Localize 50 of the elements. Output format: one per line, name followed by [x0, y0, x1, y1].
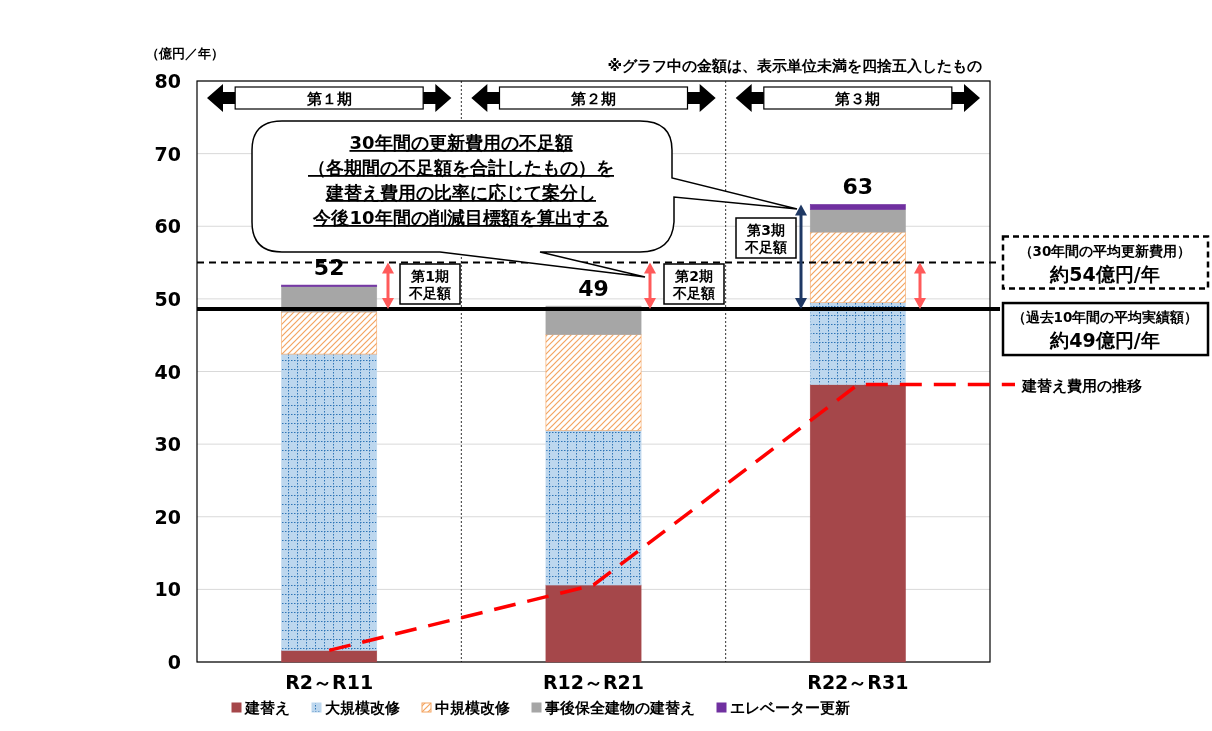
text: 約49億円/年	[1049, 329, 1160, 352]
annotation: 30年間の更新費用の不足額	[349, 132, 573, 153]
bar	[281, 311, 378, 355]
bar	[281, 353, 378, 651]
y-tick-label: 50	[154, 287, 181, 310]
total-label: 52	[313, 255, 345, 281]
y-tick-label: 0	[167, 651, 181, 673]
bar	[809, 384, 906, 663]
y-tick-label: 60	[154, 215, 181, 238]
bar	[809, 231, 906, 303]
annotation: 不足額	[744, 239, 787, 255]
bar	[281, 650, 378, 663]
annotation: 建替え費用の比率に応じて案分し	[324, 182, 596, 203]
legend-label: 事後保全建物の建替え	[544, 699, 695, 717]
annotation: 第１期	[305, 90, 352, 108]
legend-label: エレベーター更新	[730, 699, 850, 717]
annotation: 第2期	[674, 268, 713, 284]
annotation: （各期間の不足額を合計したもの）を	[308, 157, 614, 178]
legend-label: 建替え	[244, 699, 290, 717]
x-tick-label: R12～R21	[542, 671, 645, 693]
annotation: 第２期	[570, 90, 616, 108]
bar	[809, 302, 906, 385]
series-label: 建替え費用の推移	[1021, 376, 1142, 395]
y-tick-label: 10	[154, 578, 181, 601]
total-label: 49	[578, 276, 609, 302]
bar	[545, 334, 642, 431]
x-tick-label: R22～R31	[807, 671, 909, 693]
annotation: 不足額	[672, 285, 715, 301]
text: 約54億円/年	[1049, 262, 1160, 285]
ref-line-label: （30年間の平均更新費用）	[1018, 242, 1192, 259]
x-tick-label: R2～R11	[285, 671, 374, 693]
annotation: 今後10年間の削減目標額を算出する	[312, 207, 609, 228]
legend-label: 中規模改修	[435, 699, 511, 717]
annotation: 第3期	[746, 222, 785, 238]
y-tick-label: 30	[154, 433, 181, 456]
y-tick-label: 40	[154, 360, 181, 383]
ref-line-label: （過去10年間の平均実績額）	[1011, 309, 1199, 326]
y-tick-label: 80	[154, 70, 181, 92]
total-label: 63	[842, 174, 874, 200]
bar	[545, 584, 642, 663]
annotation: 第３期	[834, 90, 881, 108]
y-tick-label: 70	[154, 142, 181, 165]
bar	[545, 430, 642, 586]
y-tick-label: 20	[154, 505, 181, 528]
bar	[809, 209, 906, 233]
text: ※グラフ中の金額は、表示単位未満を四捨五入したもの	[607, 57, 982, 75]
legend-label: 大規模改修	[325, 699, 401, 717]
annotation: 第1期	[410, 268, 449, 284]
annotation: 不足額	[408, 285, 451, 301]
y-axis-title: （億円／年）	[146, 46, 224, 61]
